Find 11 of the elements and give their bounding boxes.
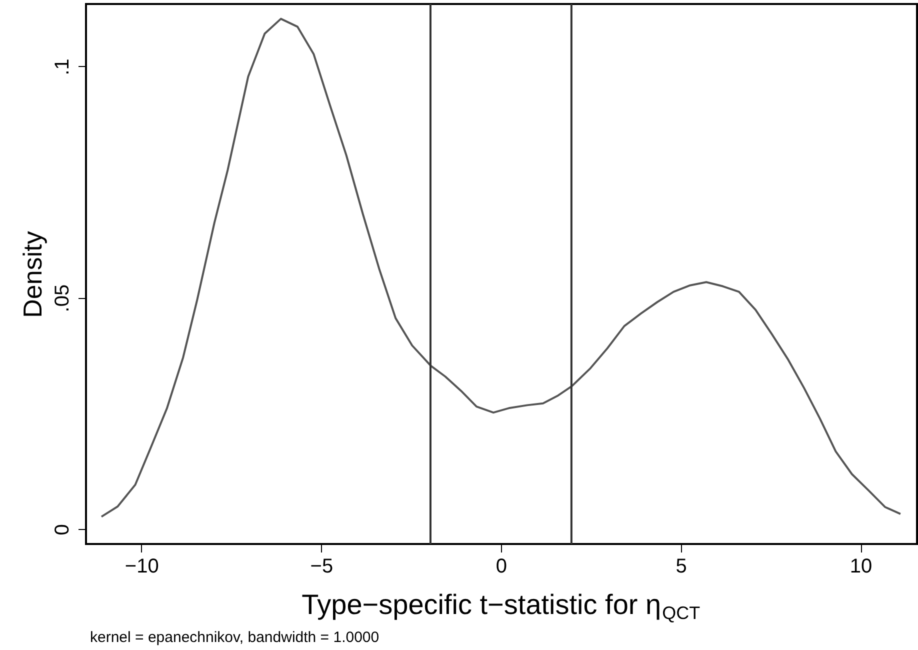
text: kernel = epanechnikov, bandwidth = 1.0000: [90, 629, 380, 646]
x-tick-label: 10: [850, 556, 872, 578]
y-axis-title: Density: [18, 231, 48, 318]
y-tick-label: .1: [52, 58, 74, 76]
line-series: [100, 18, 902, 518]
y-tick-label: 0: [52, 524, 74, 536]
x-tick-label: 0: [496, 556, 508, 578]
x-tick-label: −10: [124, 556, 159, 578]
x-tick-label: −5: [310, 556, 334, 578]
x-tick-label: 5: [676, 556, 687, 578]
y-tick-label: .05: [52, 284, 74, 312]
